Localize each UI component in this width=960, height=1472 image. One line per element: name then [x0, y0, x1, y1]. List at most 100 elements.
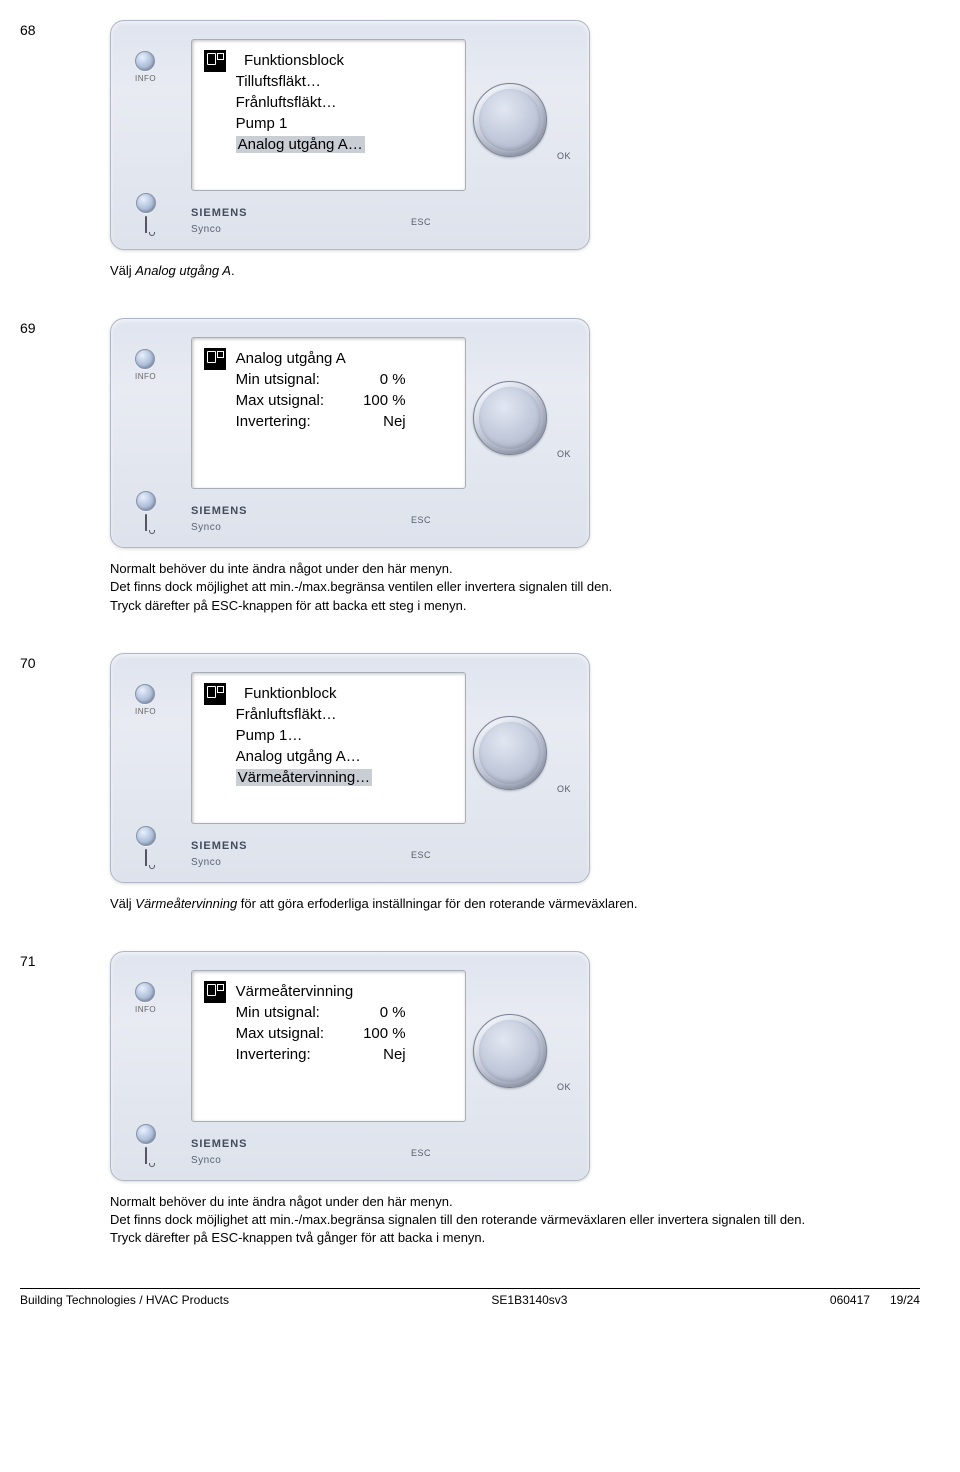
- step-number: 68: [20, 20, 50, 38]
- instruction-em: Värmeåtervinning: [135, 896, 237, 911]
- rotary-knob[interactable]: [473, 381, 547, 455]
- alarm-led[interactable]: [136, 826, 156, 846]
- menu-icon: [204, 683, 226, 705]
- info-led-group: INFO: [135, 982, 156, 1014]
- kv-row: Min utsignal:0 %: [236, 369, 406, 390]
- lcd-screen: Värmeåtervinning Min utsignal:0 % Max ut…: [191, 970, 466, 1122]
- alarm-group: [136, 1124, 156, 1163]
- lcd-screen: Analog utgång A Min utsignal:0 % Max uts…: [191, 337, 466, 489]
- info-led-group: INFO: [135, 684, 156, 716]
- product-label: Synco: [191, 1155, 221, 1166]
- screen-body: Funktionblock Frånluftsfläkt… Pump 1… An…: [236, 683, 373, 788]
- ok-label: OK: [557, 1082, 571, 1092]
- step-content: INFO Funktionsblock Tilluftsfläkt… Frånl…: [50, 20, 920, 300]
- ok-label: OK: [557, 449, 571, 459]
- info-led-group: INFO: [135, 51, 156, 83]
- ok-label: OK: [557, 784, 571, 794]
- brand-label: SIEMENS: [191, 207, 248, 219]
- screen-line-selected[interactable]: Värmeåtervinning…: [236, 769, 373, 786]
- brand-label: SIEMENS: [191, 1138, 248, 1150]
- lcd-screen: Funktionsblock Tilluftsfläkt… Frånluftsf…: [191, 39, 466, 191]
- alarm-led[interactable]: [136, 193, 156, 213]
- esc-label: ESC: [411, 1148, 431, 1158]
- bell-icon: [145, 849, 147, 866]
- rotary-knob[interactable]: [473, 83, 547, 157]
- screen-line: Analog utgång A…: [236, 748, 361, 765]
- alarm-group: [136, 491, 156, 530]
- led-column: INFO: [135, 51, 156, 232]
- screen-line: Funktionblock: [236, 685, 337, 702]
- screen-line-selected[interactable]: Analog utgång A…: [236, 136, 365, 153]
- screen-line: Pump 1: [236, 115, 288, 132]
- step-70: 70 INFO Funktionblock Frånluftsfläkt… Pu…: [20, 653, 920, 933]
- product-label: Synco: [191, 224, 221, 235]
- kv-row: Invertering:Nej: [236, 1044, 406, 1065]
- step-number: 70: [20, 653, 50, 671]
- kv-row: Min utsignal:0 %: [236, 1002, 406, 1023]
- led-column: INFO: [135, 684, 156, 865]
- screen-title: Värmeåtervinning: [236, 983, 354, 1000]
- step-69: 69 INFO Analog utgång A Min utsignal:0 %: [20, 318, 920, 635]
- screen-line: Tilluftsfläkt…: [236, 73, 321, 90]
- led-column: INFO: [135, 982, 156, 1163]
- screen-line: Frånluftsfläkt…: [236, 706, 337, 723]
- led-column: INFO: [135, 349, 156, 530]
- instruction-em: Analog utgång A: [135, 263, 231, 278]
- alarm-group: [136, 193, 156, 232]
- bell-icon: [145, 216, 147, 233]
- esc-label: ESC: [411, 515, 431, 525]
- instruction-text: Välj Analog utgång A.: [110, 262, 920, 280]
- step-content: INFO Funktionblock Frånluftsfläkt… Pump …: [50, 653, 920, 933]
- footer-left: Building Technologies / HVAC Products: [20, 1293, 229, 1307]
- step-number: 71: [20, 951, 50, 969]
- device-panel: INFO Värmeåtervinning Min utsignal:0 % M…: [110, 951, 590, 1181]
- step-71: 71 INFO Värmeåtervinning Min utsignal:0 …: [20, 951, 920, 1268]
- info-led[interactable]: [135, 349, 155, 369]
- info-led[interactable]: [135, 51, 155, 71]
- screen-title: Analog utgång A: [236, 350, 346, 367]
- screen-line: Frånluftsfläkt…: [236, 94, 337, 111]
- lcd-screen: Funktionblock Frånluftsfläkt… Pump 1… An…: [191, 672, 466, 824]
- device-panel: INFO Funktionblock Frånluftsfläkt… Pump …: [110, 653, 590, 883]
- bell-icon: [145, 1147, 147, 1164]
- device-panel: INFO Analog utgång A Min utsignal:0 % Ma…: [110, 318, 590, 548]
- info-led[interactable]: [135, 982, 155, 1002]
- alarm-group: [136, 826, 156, 865]
- info-label: INFO: [135, 1005, 156, 1014]
- info-led-group: INFO: [135, 349, 156, 381]
- screen-body: Funktionsblock Tilluftsfläkt… Frånluftsf…: [236, 50, 365, 155]
- screen-body: Analog utgång A Min utsignal:0 % Max uts…: [236, 348, 406, 432]
- product-label: Synco: [191, 857, 221, 868]
- kv-row: Max utsignal:100 %: [236, 1023, 406, 1044]
- esc-label: ESC: [411, 850, 431, 860]
- step-number: 69: [20, 318, 50, 336]
- step-content: INFO Värmeåtervinning Min utsignal:0 % M…: [50, 951, 920, 1268]
- kv-row: Max utsignal:100 %: [236, 390, 406, 411]
- rotary-knob[interactable]: [473, 716, 547, 790]
- brand-label: SIEMENS: [191, 505, 248, 517]
- menu-icon: [204, 348, 226, 370]
- device-panel: INFO Funktionsblock Tilluftsfläkt… Frånl…: [110, 20, 590, 250]
- ok-label: OK: [557, 151, 571, 161]
- info-label: INFO: [135, 74, 156, 83]
- instruction-text: Normalt behöver du inte ändra något unde…: [110, 1193, 920, 1248]
- footer-right: 060417 19/24: [830, 1293, 920, 1307]
- alarm-led[interactable]: [136, 491, 156, 511]
- info-label: INFO: [135, 707, 156, 716]
- screen-line: Pump 1…: [236, 727, 303, 744]
- menu-icon: [204, 50, 226, 72]
- info-led[interactable]: [135, 684, 155, 704]
- alarm-led[interactable]: [136, 1124, 156, 1144]
- step-content: INFO Analog utgång A Min utsignal:0 % Ma…: [50, 318, 920, 635]
- product-label: Synco: [191, 522, 221, 533]
- instruction-text: Välj Värmeåtervinning för att göra erfod…: [110, 895, 920, 913]
- rotary-knob[interactable]: [473, 1014, 547, 1088]
- kv-row: Invertering:Nej: [236, 411, 406, 432]
- screen-line: Funktionsblock: [236, 52, 344, 69]
- bell-icon: [145, 514, 147, 531]
- page-footer: Building Technologies / HVAC Products SE…: [20, 1288, 920, 1307]
- screen-body: Värmeåtervinning Min utsignal:0 % Max ut…: [236, 981, 406, 1065]
- instruction-text: Normalt behöver du inte ändra något unde…: [110, 560, 920, 615]
- info-label: INFO: [135, 372, 156, 381]
- menu-icon: [204, 981, 226, 1003]
